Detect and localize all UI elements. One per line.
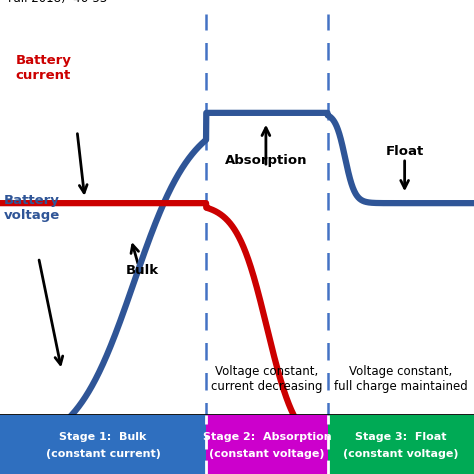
Text: (constant voltage): (constant voltage) — [209, 449, 325, 459]
Bar — [0, 415, 206, 474]
Text: Voltage constant,
full charge maintained: Voltage constant, full charge maintained — [334, 365, 468, 393]
Text: Float: Float — [385, 145, 424, 158]
Text: Stage 3:  Float: Stage 3: Float — [355, 431, 447, 442]
Text: Stage 2:  Absorption: Stage 2: Absorption — [202, 431, 331, 442]
Text: Absorption: Absorption — [225, 154, 307, 167]
Text: (constant voltage): (constant voltage) — [343, 449, 458, 459]
Text: Voltage constant,
current decreasing: Voltage constant, current decreasing — [211, 365, 323, 393]
Text: Fall 2018)  46-53: Fall 2018) 46-53 — [8, 0, 107, 5]
Text: (constant current): (constant current) — [46, 449, 161, 459]
Text: Bulk: Bulk — [126, 264, 159, 277]
Bar — [206, 415, 328, 474]
Text: Battery
current: Battery current — [16, 54, 71, 82]
Bar — [328, 415, 474, 474]
Text: Battery
voltage: Battery voltage — [4, 194, 60, 222]
Text: Stage 1:  Bulk: Stage 1: Bulk — [59, 431, 147, 442]
